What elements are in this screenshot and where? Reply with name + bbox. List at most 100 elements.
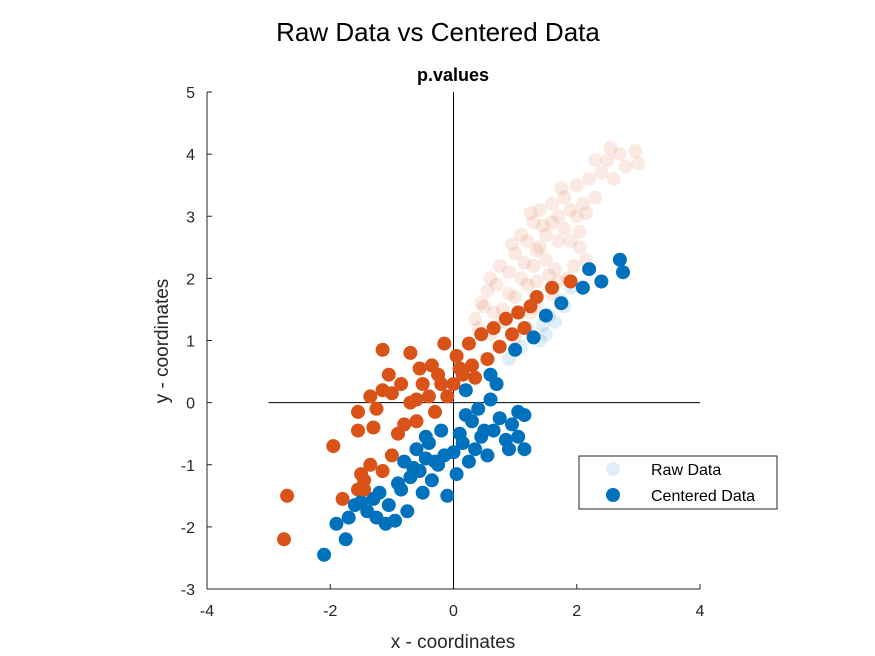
data-point (631, 156, 646, 171)
data-point (381, 498, 396, 513)
data-point (468, 442, 483, 457)
data-point (600, 153, 615, 168)
data-point (517, 408, 532, 423)
data-point (391, 476, 405, 491)
data-point (588, 153, 603, 168)
data-point (409, 392, 424, 407)
data-point (569, 209, 584, 224)
data-point (545, 196, 560, 211)
data-point (529, 290, 544, 304)
data-point (594, 274, 609, 289)
data-point (354, 495, 369, 509)
data-point (517, 255, 532, 270)
data-point (535, 218, 550, 233)
y-tick-label: 5 (186, 85, 195, 102)
data-point (517, 321, 532, 336)
data-point (458, 408, 473, 423)
data-point (502, 286, 516, 301)
data-point (554, 296, 569, 311)
data-point (532, 203, 547, 217)
data-point (520, 234, 535, 249)
data-point (446, 377, 461, 391)
x-tick-label: 4 (696, 603, 705, 620)
y-tick-label: -1 (181, 458, 195, 475)
data-point (480, 283, 495, 298)
data-point (603, 140, 618, 155)
data-point (415, 485, 430, 500)
legend-marker-centered (606, 488, 620, 502)
data-point (612, 147, 627, 162)
axis-ticks: -4 -2 0 2 4 -3 -2 -1 0 1 2 3 4 5 (181, 85, 705, 620)
data-point (406, 460, 421, 475)
data-point (545, 215, 560, 230)
data-point (400, 504, 415, 519)
data-points (277, 140, 646, 562)
data-point (563, 234, 578, 249)
data-point (421, 389, 436, 404)
data-point (572, 224, 587, 239)
y-tick-label: 1 (186, 334, 195, 351)
y-axis-label: y - coordinates (152, 279, 173, 404)
data-point (335, 491, 350, 506)
x-tick-label: -4 (200, 603, 214, 620)
data-point (424, 473, 439, 488)
data-point (606, 172, 621, 186)
data-point (526, 215, 541, 230)
x-axis-label: x - coordinates (391, 632, 516, 653)
data-point (523, 206, 538, 221)
legend-label-centered: Centered Data (651, 488, 755, 505)
data-point (579, 206, 593, 221)
data-point (566, 258, 581, 273)
data-point (628, 144, 643, 158)
data-point (538, 308, 553, 323)
data-point (492, 258, 507, 273)
data-point (366, 420, 381, 435)
data-point (554, 181, 569, 196)
data-point (502, 442, 516, 457)
data-point (612, 252, 627, 267)
data-point (498, 311, 513, 326)
data-point (483, 367, 498, 382)
data-point (424, 358, 439, 373)
data-point (557, 221, 572, 236)
data-point (557, 190, 572, 205)
data-point (452, 426, 467, 441)
data-point (351, 423, 365, 438)
data-point (520, 277, 535, 292)
data-point (446, 445, 461, 460)
data-point (341, 510, 356, 525)
data-point (529, 243, 544, 258)
y-tick-label: -2 (181, 520, 195, 537)
data-point (388, 513, 402, 528)
data-point (461, 336, 476, 351)
data-point (375, 342, 390, 357)
data-point (489, 277, 504, 292)
data-point (326, 439, 341, 454)
data-point (563, 203, 578, 217)
data-point (480, 448, 495, 463)
data-point (486, 305, 501, 320)
data-point (351, 404, 365, 419)
data-point (538, 252, 553, 267)
data-point (329, 516, 344, 531)
data-point (384, 448, 399, 463)
data-point (526, 330, 541, 345)
data-point (434, 377, 449, 391)
data-point (437, 336, 452, 351)
data-point (363, 457, 378, 472)
data-point (508, 290, 523, 304)
data-point (545, 280, 560, 295)
data-point (412, 361, 427, 376)
y-tick-label: -3 (181, 582, 195, 599)
data-point (449, 467, 464, 482)
data-point (384, 386, 399, 401)
data-point (514, 271, 529, 286)
data-point (397, 417, 412, 432)
data-point (508, 342, 523, 357)
data-point (474, 296, 489, 311)
data-point (394, 377, 409, 391)
data-point (403, 345, 418, 360)
data-point (357, 482, 372, 497)
data-point (434, 423, 449, 438)
y-tick-label: 4 (186, 147, 195, 164)
